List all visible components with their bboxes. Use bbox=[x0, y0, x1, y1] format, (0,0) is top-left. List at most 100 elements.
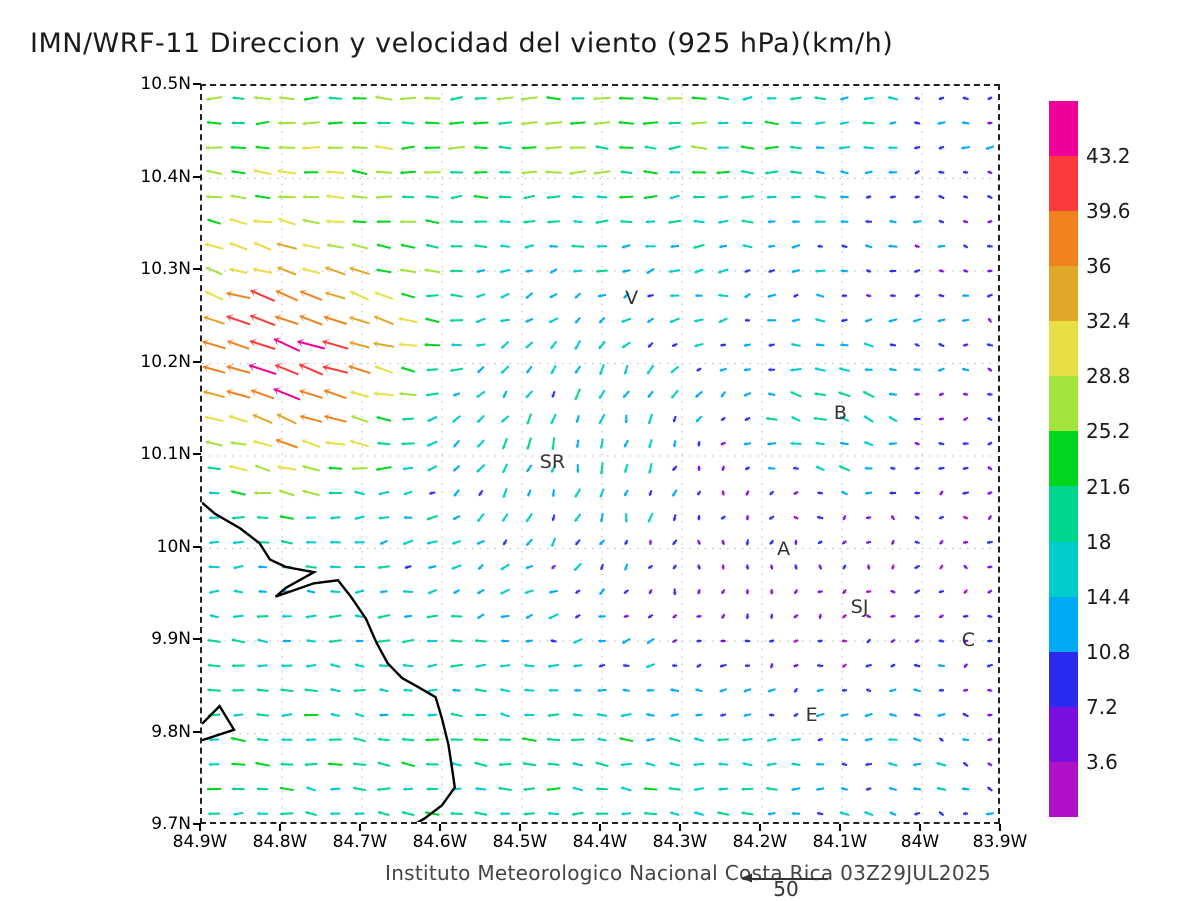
wind-arrow bbox=[257, 515, 268, 520]
wind-arrow bbox=[549, 688, 559, 693]
wind-arrow bbox=[571, 737, 584, 742]
wind-arrow bbox=[524, 688, 534, 693]
wind-arrow bbox=[745, 638, 750, 643]
wind-arrow bbox=[253, 266, 272, 273]
wind-arrow bbox=[598, 638, 606, 643]
wind-arrow bbox=[768, 811, 775, 816]
colorbar-band bbox=[1049, 707, 1078, 762]
wind-arrow bbox=[524, 787, 535, 792]
wind-arrow bbox=[500, 688, 510, 693]
wind-arrow bbox=[256, 121, 269, 126]
wind-arrow bbox=[599, 414, 605, 424]
wind-arrow bbox=[280, 786, 294, 791]
wind-arrow bbox=[790, 367, 801, 372]
wind-arrow bbox=[744, 392, 751, 397]
wind-arrow bbox=[232, 120, 245, 125]
wind-arrow bbox=[815, 121, 825, 126]
wind-arrow bbox=[889, 244, 898, 249]
wind-arrow bbox=[500, 269, 510, 274]
wind-arrow bbox=[623, 269, 631, 274]
wind-arrow bbox=[232, 515, 245, 520]
wind-arrow bbox=[274, 338, 300, 352]
wind-arrow bbox=[691, 144, 707, 150]
wind-arrow bbox=[306, 614, 317, 619]
wind-arrow bbox=[791, 342, 800, 347]
wind-arrow bbox=[450, 170, 463, 175]
wind-arrow bbox=[426, 737, 440, 742]
wind-arrow bbox=[500, 219, 511, 224]
wind-arrow bbox=[206, 145, 223, 151]
wind-arrow bbox=[840, 811, 850, 816]
wind-arrow bbox=[794, 293, 799, 298]
wind-arrow bbox=[401, 243, 415, 248]
wind-arrow bbox=[499, 762, 511, 767]
wind-arrow bbox=[575, 366, 580, 373]
wind-arrow bbox=[279, 95, 295, 101]
wind-arrow bbox=[644, 786, 657, 791]
wind-arrow bbox=[452, 565, 462, 570]
wind-arrow bbox=[964, 589, 968, 593]
wind-arrow bbox=[668, 220, 681, 225]
wind-arrow bbox=[476, 712, 486, 717]
wind-arrow bbox=[572, 244, 585, 249]
wind-arrow bbox=[305, 762, 318, 767]
wind-arrow bbox=[865, 219, 872, 224]
wind-arrow bbox=[376, 169, 392, 175]
wind-arrow bbox=[204, 315, 225, 324]
wind-arrow bbox=[402, 417, 414, 422]
x-axis-tick-label: 84.9W bbox=[173, 832, 228, 852]
colorbar[interactable] bbox=[1049, 101, 1078, 817]
x-axis-tick-mark bbox=[999, 824, 1001, 831]
wind-arrow bbox=[648, 513, 653, 522]
wind-arrow bbox=[915, 392, 920, 397]
wind-arrow bbox=[888, 737, 897, 742]
wind-arrow bbox=[451, 761, 461, 766]
wind-arrow bbox=[275, 363, 298, 374]
wind-arrow bbox=[794, 688, 798, 693]
wind-arrow bbox=[769, 614, 774, 619]
wind-arrow bbox=[208, 811, 220, 816]
wind-arrow bbox=[816, 787, 824, 792]
wind-arrow bbox=[499, 737, 511, 742]
wind-arrow bbox=[500, 244, 509, 249]
wind-arrow bbox=[767, 194, 777, 199]
wind-arrow bbox=[914, 663, 920, 668]
wind-arrow bbox=[621, 170, 632, 175]
wind-arrow bbox=[477, 269, 485, 274]
wind-arrow bbox=[667, 95, 683, 101]
wind-arrow bbox=[353, 761, 366, 766]
colorbar-band bbox=[1049, 542, 1078, 597]
wind-arrow bbox=[451, 737, 463, 742]
wind-arrow bbox=[352, 466, 368, 472]
wind-arrow bbox=[672, 342, 677, 347]
wind-arrow bbox=[987, 293, 992, 298]
y-axis-tick-label: 9.8N bbox=[151, 722, 191, 742]
wind-arrow bbox=[330, 687, 340, 692]
wind-arrow bbox=[501, 614, 509, 619]
x-axis-tick-mark bbox=[439, 824, 441, 831]
wind-arrow bbox=[694, 811, 704, 816]
wind-arrow bbox=[573, 639, 582, 644]
wind-arrow bbox=[939, 195, 945, 200]
wind-arrow bbox=[863, 391, 874, 397]
wind-arrow bbox=[864, 145, 874, 150]
wind-arrow bbox=[669, 737, 680, 742]
wind-arrow bbox=[695, 688, 702, 693]
wind-arrow bbox=[598, 688, 607, 693]
wind-arrow bbox=[818, 244, 823, 249]
wind-arrow bbox=[963, 614, 968, 619]
wind-arrow bbox=[329, 737, 342, 742]
wind-arrow bbox=[377, 243, 391, 248]
wind-arrow bbox=[498, 121, 511, 126]
wind-arrow bbox=[938, 466, 944, 471]
wind-arrow bbox=[474, 811, 487, 816]
wind-arrow bbox=[227, 290, 251, 299]
wind-arrow bbox=[915, 293, 920, 298]
wind-arrow bbox=[790, 145, 801, 150]
wind-arrow bbox=[330, 564, 341, 569]
wind-arrow bbox=[717, 170, 730, 175]
wind-arrow bbox=[963, 763, 968, 767]
wind-arrow bbox=[814, 416, 827, 421]
wind-arrow bbox=[768, 244, 775, 249]
